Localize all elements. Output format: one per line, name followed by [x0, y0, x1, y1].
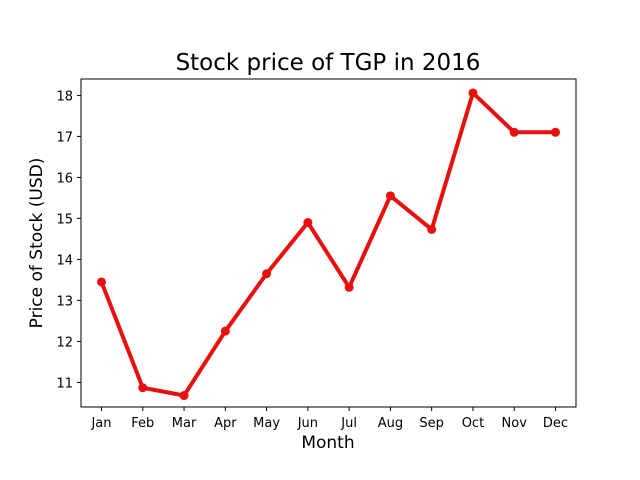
y-tick-label: 16 [56, 171, 73, 186]
x-tick-label: Sep [419, 416, 444, 431]
x-tick-label: Apr [214, 416, 237, 431]
x-tick-label: Jun [297, 416, 318, 431]
data-point [97, 277, 106, 287]
series-layer [97, 88, 560, 401]
data-point [385, 191, 395, 201]
x-tick-label: Jul [340, 416, 357, 431]
data-point [179, 391, 189, 401]
x-tick-label: Dec [543, 416, 568, 431]
data-point [468, 88, 478, 98]
x-tick-label: Jan [90, 416, 111, 431]
data-point [551, 127, 560, 137]
y-tick-label: 14 [56, 253, 73, 268]
x-tick-label: Mar [172, 416, 197, 431]
y-tick-label: 13 [56, 294, 73, 309]
data-point [220, 326, 230, 336]
data-point [509, 127, 519, 137]
y-tick-label: 17 [56, 130, 73, 145]
y-axis-label: Price of Stock (USD) [27, 158, 47, 329]
data-point [344, 282, 354, 292]
x-tick-label: Feb [131, 416, 154, 431]
x-tick-label: Oct [462, 416, 484, 431]
x-axis-label: Month [301, 433, 354, 453]
data-point [138, 383, 148, 393]
y-tick-label: 11 [56, 376, 73, 391]
data-point [303, 218, 313, 227]
y-tick-label: 12 [56, 335, 73, 350]
series-line [99, 90, 558, 398]
data-point [427, 224, 437, 234]
x-axis-ticks: Jan Feb Mar Apr May Jun Jul Aug Sep Oct Nov Dec [90, 407, 568, 431]
y-tick-label: 18 [56, 89, 73, 104]
x-tick-label: Aug [378, 416, 403, 431]
x-tick-label: May [253, 416, 280, 431]
y-axis-ticks: 11 12 13 14 15 16 17 18 [56, 89, 81, 391]
y-tick-label: 15 [56, 212, 73, 227]
chart-title: Stock price of TGP in 2016 [176, 50, 481, 76]
data-point [262, 269, 272, 279]
plot-frame [80, 78, 577, 408]
x-tick-label: Nov [502, 416, 528, 431]
